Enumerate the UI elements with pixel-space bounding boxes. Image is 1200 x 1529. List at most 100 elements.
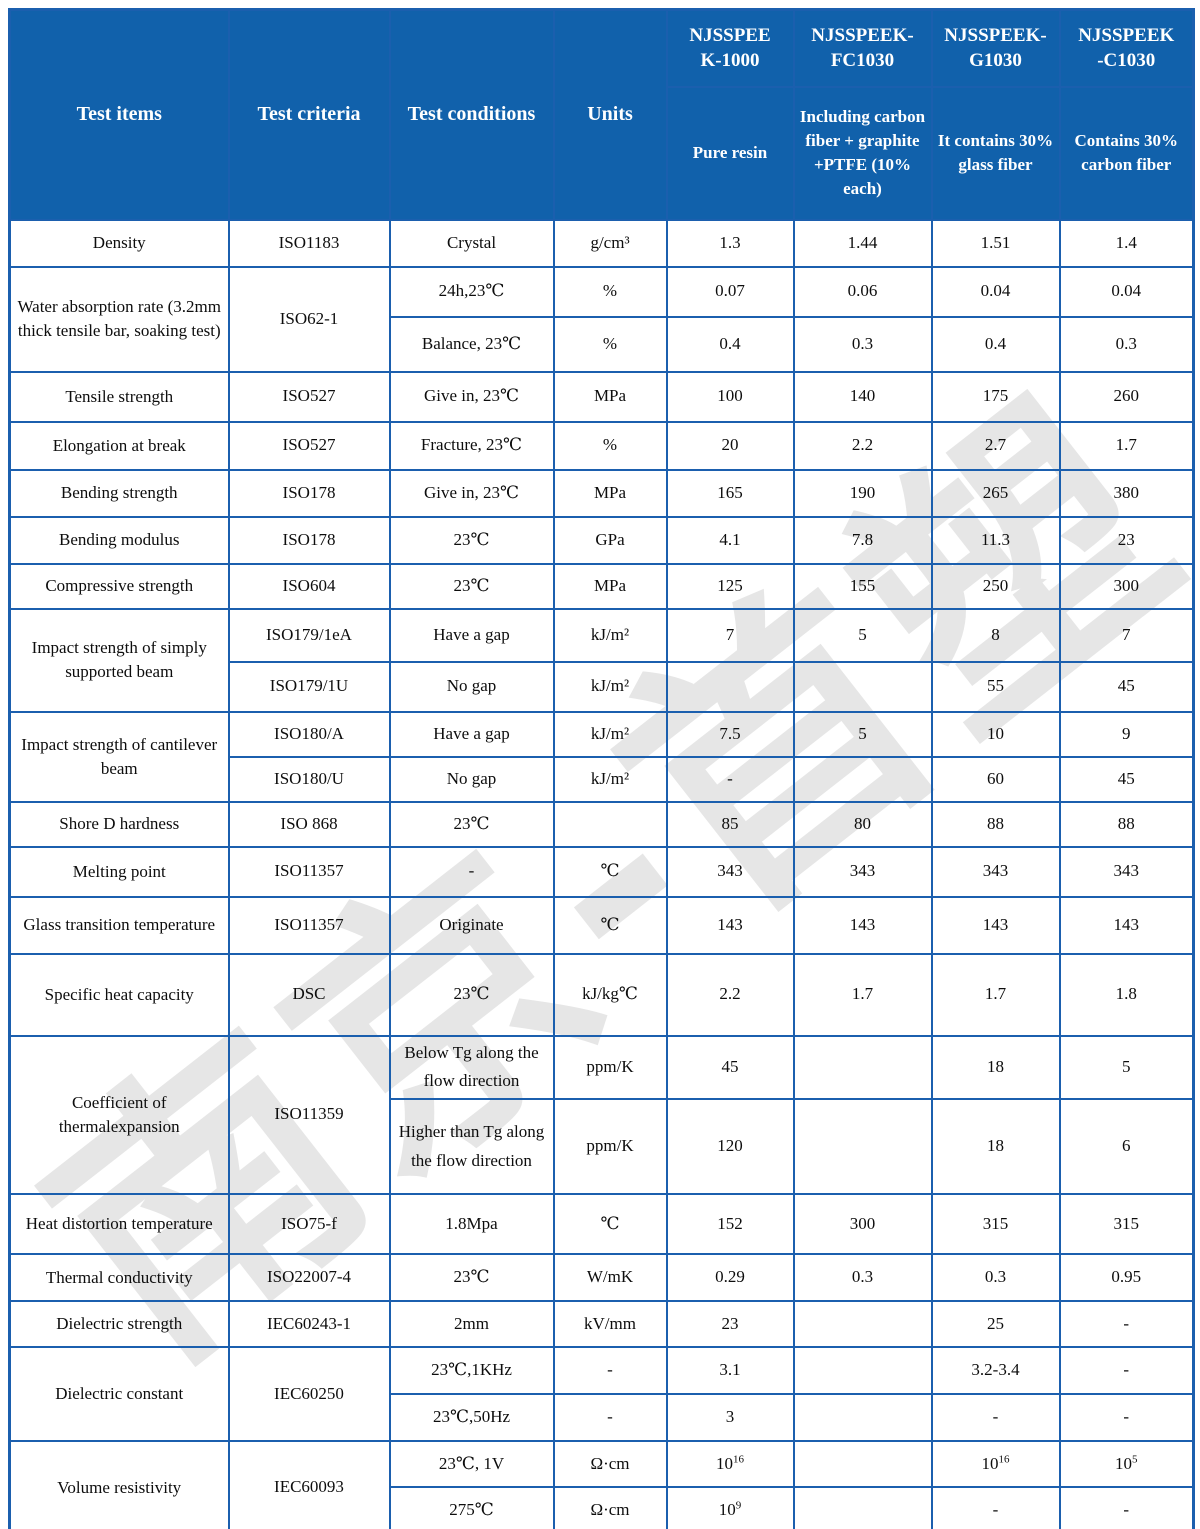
- item-cell: Density: [8, 218, 230, 268]
- value-cell: 2.2: [792, 420, 933, 471]
- value-cell: -: [1058, 1486, 1195, 1529]
- value-cell: -: [1058, 1346, 1195, 1396]
- units-cell: ℃: [552, 845, 668, 898]
- condition-cell: Give in, 23℃: [388, 468, 555, 518]
- table-row: Shore D hardness ISO 868 23℃ 85 80 88 88: [8, 800, 1195, 848]
- table-row: Impact strength of simply supported beam…: [8, 607, 1195, 713]
- item-cell: Thermal conductivity: [8, 1253, 230, 1303]
- table-row: Dielectric strength IEC60243-1 2mm kV/mm 23 2…: [8, 1300, 1195, 1349]
- condition-cell: 2mm: [388, 1300, 555, 1349]
- table-row: Melting point ISO11357- ℃ 343 343 343 343: [8, 845, 1195, 898]
- col-header-units: Units: [552, 8, 668, 221]
- value-cell: 3.1: [665, 1346, 795, 1396]
- value-cell: 8: [930, 607, 1061, 663]
- value-cell: 7: [665, 607, 795, 663]
- value-cell: 7.5: [665, 710, 795, 758]
- condition-cell: Below Tg along the flow direction: [388, 1034, 555, 1101]
- units-cell: %: [552, 420, 668, 471]
- value-cell: 1.4: [1058, 218, 1195, 268]
- col-header-test-conditions: Test conditions: [388, 8, 555, 221]
- value-cell: 0.4: [665, 315, 795, 373]
- table-body: Density ISO1183 Crystal g/cm³ 1.3 1.44 1.51 1.4…: [8, 218, 1195, 1529]
- table-row: Heat distortion temperature ISO75-f 1.8Mpa…: [8, 1193, 1195, 1256]
- value-cell: 7.8: [792, 515, 933, 565]
- value-cell: 250: [930, 562, 1061, 610]
- col-header-test-criteria: Test criteria: [227, 8, 391, 221]
- condition-cell: 23℃: [388, 1253, 555, 1303]
- table-row: Compressive strength ISO604 23℃ MPa 125 155 25…: [8, 562, 1195, 610]
- value-cell: 45: [665, 1034, 795, 1101]
- item-cell: Impact strength of cantilever beam: [8, 710, 230, 803]
- value-cell: 5: [792, 710, 933, 758]
- criteria-cell: ISO1183: [227, 218, 391, 268]
- value-cell: 260: [1058, 370, 1195, 423]
- units-cell: ppm/K: [552, 1034, 668, 1101]
- product-name-njsspeek-g1030: NJSSPEEK- G1030: [930, 8, 1061, 88]
- value-cell: 11.3: [930, 515, 1061, 565]
- units-cell: Ω·cm: [552, 1440, 668, 1489]
- condition-cell: 23℃: [388, 562, 555, 610]
- product-name-njsspeek-fc1030: NJSSPEEK- FC1030: [792, 8, 933, 88]
- value-cell: 120: [665, 1098, 795, 1196]
- table-row: 275℃ Ω·cm 109 - -: [10, 1486, 1195, 1529]
- value-cell: 143: [792, 895, 933, 955]
- criteria-cell: ISO11357: [227, 895, 391, 955]
- value-cell: 45: [1058, 755, 1195, 803]
- condition-cell: Higher than Tg along the flow direction: [388, 1098, 555, 1196]
- table-row: ISO180/U No gap kJ/m² - 60 45: [10, 755, 1195, 803]
- value-cell: 45: [1058, 660, 1195, 713]
- criteria-cell: ISO179/1U: [227, 660, 391, 713]
- table-row: Impact strength of cantilever beam ISO180…: [8, 710, 1195, 803]
- criteria-cell: ISO22007-4: [227, 1253, 391, 1303]
- table-row: Balance, 23℃% 0.4 0.3 0.4 0.3: [10, 315, 1195, 373]
- value-cell: -: [1058, 1393, 1195, 1443]
- units-cell: MPa: [552, 370, 668, 423]
- value-cell: 1.8: [1058, 952, 1195, 1037]
- condition-cell: 23℃: [388, 800, 555, 848]
- table-row: Dielectric constant IEC60250 23℃,1KHz -3.1 3…: [8, 1346, 1195, 1443]
- value-cell: 0.95: [1058, 1253, 1195, 1303]
- item-cell: Glass transition temperature: [8, 895, 230, 955]
- condition-cell: Fracture, 23℃: [388, 420, 555, 471]
- table-row: Glass transition temperature ISO11357 Orig…: [8, 895, 1195, 955]
- value-cell: 88: [930, 800, 1061, 848]
- item-cell: Dielectric constant: [8, 1346, 230, 1443]
- value-cell: 20: [665, 420, 795, 471]
- value-cell: 300: [792, 1193, 933, 1256]
- value-cell: 4.1: [665, 515, 795, 565]
- value-cell: 143: [930, 895, 1061, 955]
- item-cell: Bending modulus: [8, 515, 230, 565]
- value-cell: [792, 1486, 933, 1529]
- value-cell: 88: [1058, 800, 1195, 848]
- value-cell: 0.3: [930, 1253, 1061, 1303]
- table-row: Elongation at break ISO527 Fracture, 23℃% 2…: [8, 420, 1195, 471]
- value-cell: 0.06: [792, 265, 933, 318]
- value-cell: 300: [1058, 562, 1195, 610]
- condition-cell: Have a gap: [388, 607, 555, 663]
- units-cell: -: [552, 1393, 668, 1443]
- value-cell: 3: [665, 1393, 795, 1443]
- value-cell: 380: [1058, 468, 1195, 518]
- value-cell: 80: [792, 800, 933, 848]
- units-cell: kJ/m²: [552, 660, 668, 713]
- value-cell: [665, 660, 795, 713]
- item-cell: Melting point: [8, 845, 230, 898]
- units-cell: -: [552, 1346, 668, 1396]
- condition-cell: Originate: [388, 895, 555, 955]
- criteria-cell: IEC60243-1: [227, 1300, 391, 1349]
- units-cell: ℃: [552, 1193, 668, 1256]
- value-cell: 1016: [930, 1440, 1061, 1489]
- value-cell: -: [930, 1393, 1061, 1443]
- value-cell: [792, 660, 933, 713]
- value-cell: 315: [1058, 1193, 1195, 1256]
- criteria-cell: ISO11359: [227, 1034, 391, 1196]
- value-cell: 85: [665, 800, 795, 848]
- item-cell: Water absorption rate (3.2mm thick tensi…: [8, 265, 230, 373]
- criteria-cell: ISO604: [227, 562, 391, 610]
- value-cell: 343: [792, 845, 933, 898]
- condition-cell: No gap: [388, 660, 555, 713]
- value-cell: 265: [930, 468, 1061, 518]
- units-cell: W/mK: [552, 1253, 668, 1303]
- value-cell: 0.07: [665, 265, 795, 318]
